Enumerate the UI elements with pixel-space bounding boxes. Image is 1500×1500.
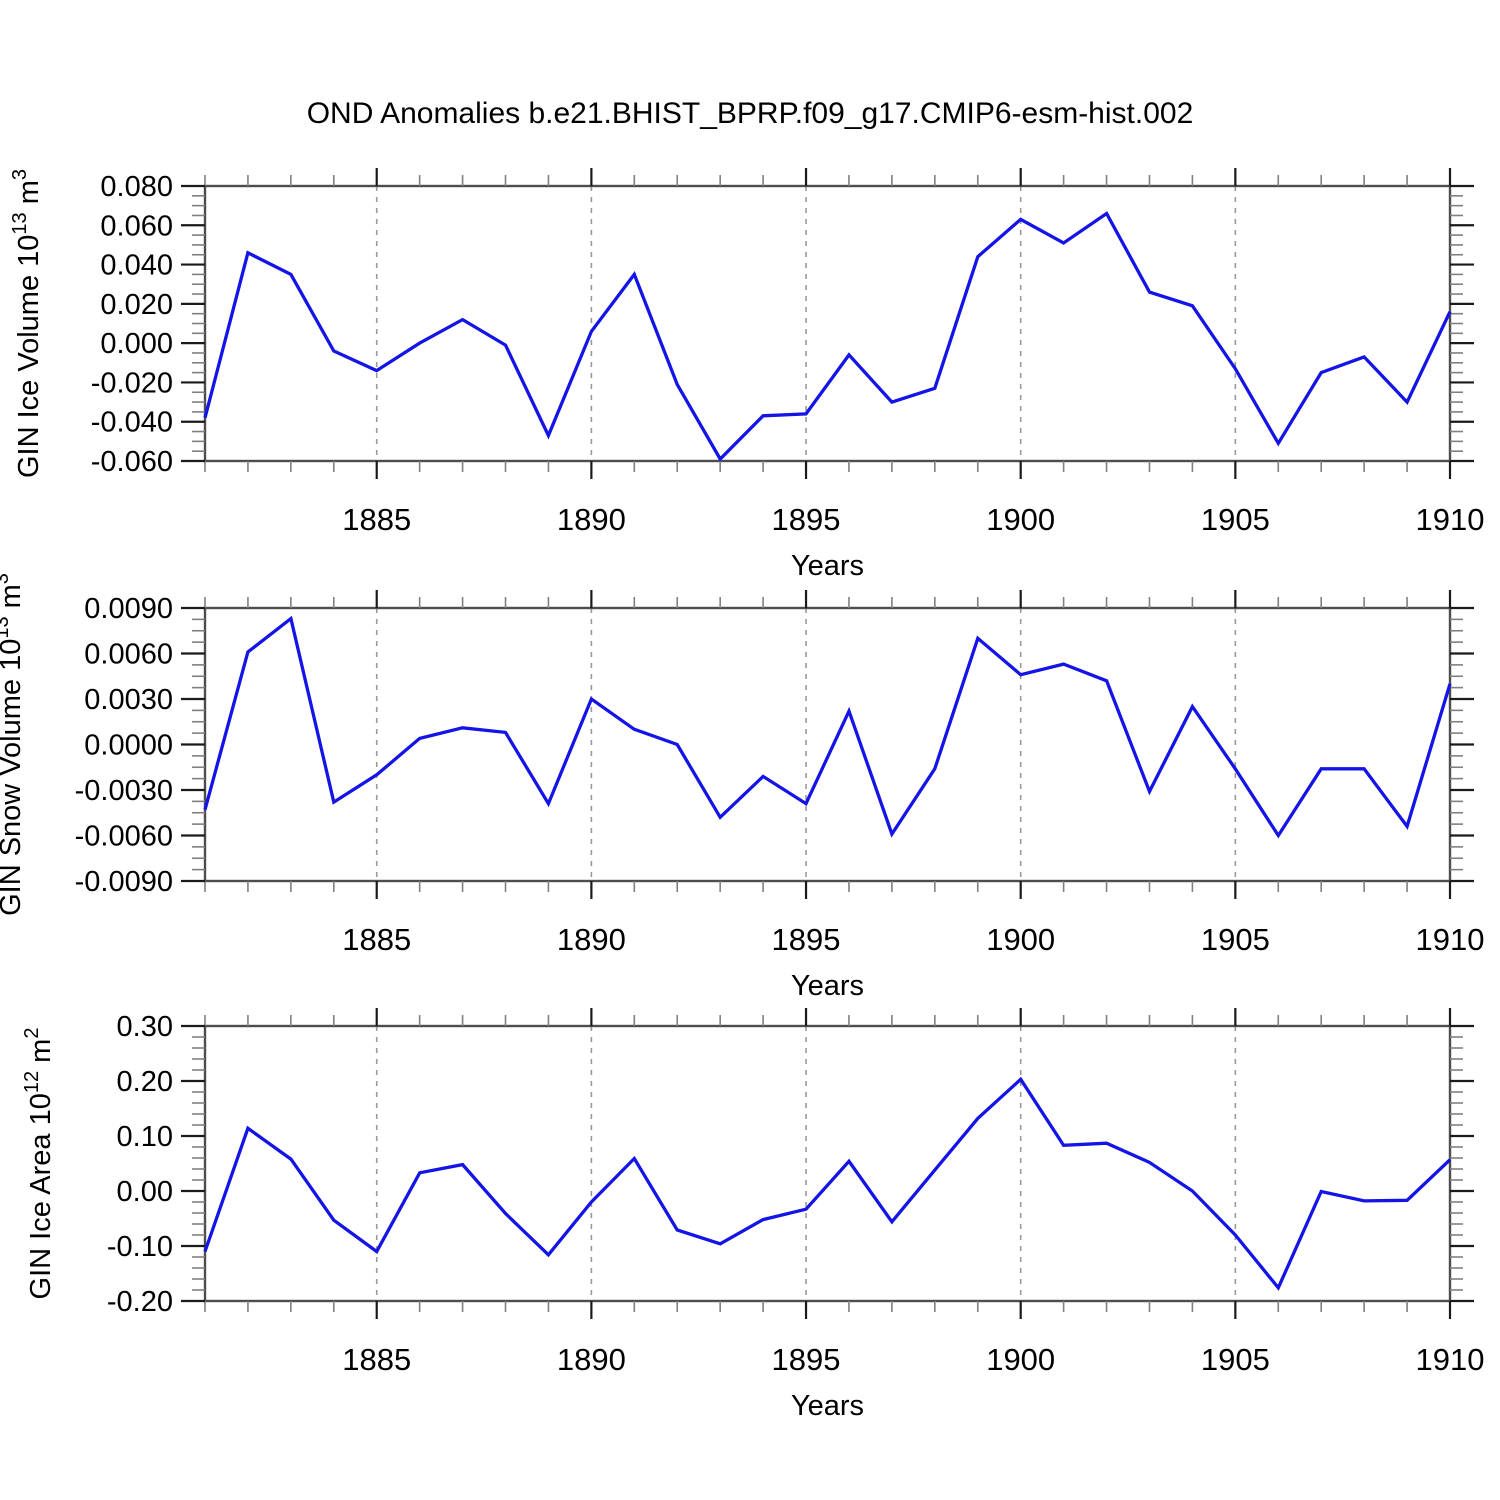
panel-1-y-tick-label: -0.060	[91, 446, 173, 478]
panel-2-y-tick-label: 0.0090	[84, 593, 173, 625]
panel-1-x-tick-label: 1910	[1416, 502, 1485, 537]
panel-2-frame	[203, 606, 1452, 883]
panel-2-x-tick-label: 1895	[772, 922, 841, 957]
panel-2-x-tick-label: 1885	[342, 922, 411, 957]
panel-1-x-tick-label: 1900	[986, 502, 1055, 537]
panel-3-y-tick-label: -0.10	[107, 1231, 173, 1263]
panel-2-y-tick-label: 0.0000	[84, 730, 173, 762]
panel-2-y-axis-title: GIN Snow Volume 1013 m3	[0, 573, 27, 916]
panel-1-x-tick-label: 1885	[342, 502, 411, 537]
panel-1-y-tick-label: 0.080	[100, 171, 173, 203]
panel-1-y-axis-title: GIN Ice Volume 1013 m3	[9, 169, 45, 478]
panel-1-x-tick-label: 1890	[557, 502, 626, 537]
panel-3-y-tick-label: 0.20	[117, 1066, 173, 1098]
panel-1-y-tick-label: 0.060	[100, 210, 173, 242]
figure-title: OND Anomalies b.e21.BHIST_BPRP.f09_g17.C…	[306, 97, 1194, 130]
panel-1-y-tick-label: 0.000	[100, 328, 173, 360]
panel-3-x-tick-label: 1885	[342, 1342, 411, 1377]
panel-3-frame	[203, 1024, 1452, 1303]
panel-2-series-line	[203, 615, 1452, 839]
panel-3-x-tick-label: 1910	[1416, 1342, 1485, 1377]
panel-1-y-tick-label: -0.020	[91, 367, 173, 399]
panel-1-series-line	[203, 211, 1452, 462]
panel-3-y-tick-label: -0.20	[107, 1286, 173, 1318]
panel-3-x-tick-label: 1890	[557, 1342, 626, 1377]
panel-2-x-tick-label: 1890	[557, 922, 626, 957]
panel-1-y-tick-label: 0.020	[100, 289, 173, 321]
panel-1-x-axis-title: Years	[791, 550, 864, 582]
panel-1-x-tick-label: 1895	[772, 502, 841, 537]
panel-2-x-tick-label: 1910	[1416, 922, 1485, 957]
panel-3-x-tick-label: 1905	[1201, 1342, 1270, 1377]
panel-1-x-tick-label: 1905	[1201, 502, 1270, 537]
panel-2-y-tick-label: -0.0060	[75, 821, 173, 853]
panel-3-x-tick-label: 1895	[772, 1342, 841, 1377]
panel-3-y-tick-label: 0.00	[117, 1176, 173, 1208]
panel-2-y-tick-label: -0.0090	[75, 866, 173, 898]
panel-2-y-tick-label: -0.0030	[75, 775, 173, 807]
panel-2-y-tick-label: 0.0030	[84, 684, 173, 716]
panel-2-y-tick-label: 0.0060	[84, 639, 173, 671]
panel-2: 0.0090 0.0060 0.0030 0.0000 -0.0030 -0.0060 -0…	[0, 573, 1484, 1002]
panel-3-series-line	[203, 1076, 1452, 1291]
panel-1: 0.080 0.060 0.040 0.020 0.000 -0.020 -0.040 -0.…	[9, 168, 1484, 582]
panel-1-y-tick-label: -0.040	[91, 407, 173, 439]
panel-2-x-tick-label: 1905	[1201, 922, 1270, 957]
panel-3-y-tick-label: 0.30	[117, 1011, 173, 1043]
panel-1-y-tick-label: 0.040	[100, 250, 173, 282]
panel-3: 0.30 0.20 0.10 0.00 -0.10 -0.20 1885 1890 1895 19…	[21, 1008, 1484, 1422]
panel-3-y-tick-label: 0.10	[117, 1121, 173, 1153]
panel-3-x-axis-title: Years	[791, 1390, 864, 1422]
panel-2-x-tick-label: 1900	[986, 922, 1055, 957]
panel-2-x-axis-title: Years	[791, 970, 864, 1002]
panel-3-y-axis-title: GIN Ice Area 1012 m2	[21, 1028, 57, 1300]
panel-3-x-tick-label: 1900	[986, 1342, 1055, 1377]
